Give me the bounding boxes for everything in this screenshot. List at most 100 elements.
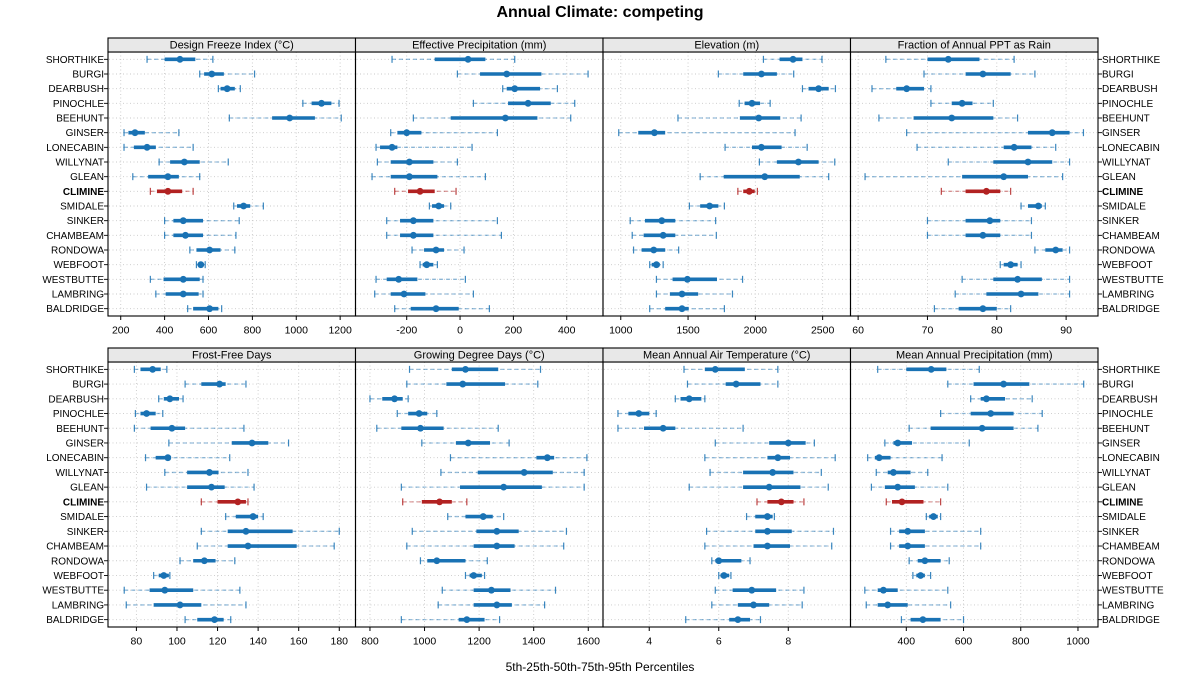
percentile-marker-elevation-beehunt: [677, 114, 802, 122]
station-label-right-dearbush: DEARBUSH: [1102, 84, 1158, 95]
median-dot: [948, 114, 956, 122]
x-tick-label: 0: [457, 325, 463, 337]
percentile-marker-growing-degree-days-glean: [400, 483, 585, 491]
station-label-left-baldridge: BALDRIDGE: [46, 615, 104, 626]
percentile-marker-effective-precipitation-sinker: [386, 217, 498, 225]
station-label-left-sinker: SINKER: [67, 216, 104, 227]
station-label-left-beehunt: BEEHUNT: [56, 114, 104, 125]
percentile-marker-mean-annual-air-temperature-pinochle: [617, 410, 657, 418]
panel-growing-degree-days: Growing Degree Days (°C) 800 1000 1200 1400 1…: [354, 347, 604, 648]
x-tick-label: 140: [249, 636, 267, 648]
median-dot: [875, 454, 883, 462]
median-dot: [524, 99, 532, 107]
median-dot: [884, 601, 892, 609]
percentile-marker-fraction-ppt-as-rain-shorthike: [885, 55, 1015, 63]
station-label-left-climine: CLIMINE: [63, 187, 104, 198]
percentile-marker-mean-annual-precipitation-baldridge: [900, 616, 965, 624]
median-dot: [944, 55, 952, 63]
median-dot: [432, 305, 440, 313]
percentile-marker-design-freeze-index-webfoot: [195, 261, 206, 269]
median-dot: [462, 365, 469, 373]
panel-elevation: Elevation (m) 1000 1500 2000 2500: [602, 37, 852, 337]
panel-border: [602, 51, 852, 317]
median-dot: [206, 469, 213, 476]
median-dot: [764, 542, 771, 550]
station-label-right-rondowa: RONDOWA: [1102, 556, 1155, 567]
median-dot: [436, 498, 443, 506]
median-dot: [176, 55, 184, 63]
panel-header-label: Elevation (m): [694, 40, 759, 52]
percentile-marker-mean-annual-air-temperature-glean: [688, 483, 829, 491]
percentile-marker-design-freeze-index-beehunt: [228, 114, 342, 122]
panel-header: [849, 37, 1099, 53]
percentile-marker-design-freeze-index-glean: [132, 173, 201, 181]
percentile-marker-design-freeze-index-sinker: [164, 217, 240, 225]
percentile-marker-design-freeze-index-shorthike: [146, 55, 214, 63]
percentile-marker-growing-degree-days-shorthike: [408, 365, 542, 373]
median-dot: [416, 187, 424, 195]
percentile-marker-frost-free-days-sinker: [200, 527, 340, 535]
x-tick-label: 2000: [744, 325, 768, 337]
percentile-marker-frost-free-days-beehunt: [133, 424, 245, 432]
median-dot: [234, 498, 242, 506]
x-tick-label: 80: [131, 636, 143, 648]
median-dot: [678, 305, 686, 313]
median-dot: [983, 395, 990, 403]
percentile-marker-fraction-ppt-as-rain-westbutte: [961, 275, 1071, 283]
median-dot: [197, 261, 205, 269]
median-dot: [182, 231, 189, 239]
median-dot: [143, 143, 151, 151]
median-dot: [650, 246, 658, 254]
median-dot: [1048, 129, 1056, 137]
median-dot: [493, 601, 501, 609]
median-dot: [930, 513, 937, 520]
percentile-marker-fraction-ppt-as-rain-sinker: [926, 217, 1033, 225]
median-dot: [678, 290, 686, 298]
median-dot: [511, 85, 519, 93]
percentile-marker-frost-free-days-chambeam: [196, 542, 335, 550]
percentile-marker-fraction-ppt-as-rain-webfoot: [999, 261, 1022, 269]
station-label-left-willynat: WILLYNAT: [55, 468, 104, 479]
median-dot: [745, 187, 753, 195]
median-dot: [1010, 143, 1018, 151]
median-dot: [543, 454, 551, 462]
station-label-right-sinker: SINKER: [1102, 527, 1139, 538]
station-label-right-beehunt: BEEHUNT: [1102, 114, 1150, 125]
station-label-right-beehunt: BEEHUNT: [1102, 424, 1150, 435]
percentile-marker-growing-degree-days-webfoot: [464, 571, 486, 579]
median-dot: [711, 365, 719, 373]
x-tick-label: 80: [991, 325, 1003, 337]
median-dot: [131, 129, 139, 137]
x-tick-label: 1200: [328, 325, 352, 337]
percentile-marker-effective-precipitation-climine: [394, 187, 457, 195]
percentile-marker-elevation-smidale: [688, 202, 725, 210]
percentile-marker-fraction-ppt-as-rain-rondowa: [1034, 246, 1071, 254]
percentile-marker-elevation-lambring: [655, 290, 734, 298]
percentile-marker-frost-free-days-westbutte: [123, 586, 241, 594]
median-dot: [479, 513, 487, 520]
percentile-marker-effective-precipitation-smidale: [428, 202, 452, 210]
station-label-right-westbutte: WESTBUTTE: [1102, 586, 1164, 597]
percentile-marker-fraction-ppt-as-rain-ginser: [906, 129, 1085, 137]
station-label-left-shorthike: SHORTHIKE: [46, 55, 104, 66]
percentile-marker-growing-degree-days-ginser: [421, 439, 510, 447]
median-dot: [244, 542, 252, 550]
median-dot: [464, 439, 472, 447]
x-tick-label: 100: [168, 636, 186, 648]
median-dot: [211, 616, 218, 624]
station-label-right-climine: CLIMINE: [1102, 187, 1143, 198]
percentile-marker-frost-free-days-climine: [200, 498, 249, 506]
median-dot: [764, 527, 771, 535]
panel-border: [354, 51, 604, 317]
median-dot: [500, 483, 508, 491]
median-dot: [520, 469, 528, 476]
percentile-marker-mean-annual-air-temperature-smidale: [745, 513, 775, 521]
percentile-marker-fraction-ppt-as-rain-baldridge: [933, 305, 1012, 313]
percentile-marker-growing-degree-days-westbutte: [441, 586, 557, 594]
panel-effective-precipitation: Effective Precipitation (mm) -200 0 200 400: [354, 37, 604, 337]
percentile-marker-elevation-willynat: [758, 158, 836, 166]
percentile-marker-elevation-webfoot: [649, 261, 664, 269]
station-label-left-rondowa: RONDOWA: [51, 246, 104, 257]
percentile-marker-elevation-dearbush: [801, 85, 837, 93]
median-dot: [715, 557, 723, 565]
